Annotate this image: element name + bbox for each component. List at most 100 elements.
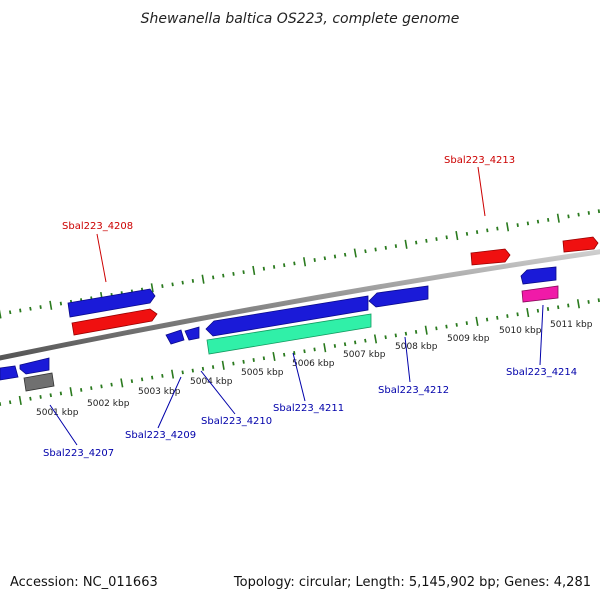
outer-ring-minor-tick (29, 306, 32, 311)
gene-features (0, 236, 599, 392)
gene-4209a-blue[interactable] (165, 329, 185, 345)
outer-ring-minor-tick (577, 212, 580, 217)
inner-ring-minor-tick (485, 317, 489, 322)
gene-4210-blue[interactable] (205, 295, 369, 337)
inner-ring-minor-tick (29, 396, 32, 401)
inner-ring-minor-tick (232, 361, 235, 366)
outer-ring-minor-tick (435, 237, 438, 241)
outer-ring-minor-tick (8, 310, 12, 315)
inner-ring-major-tick (221, 360, 225, 370)
label-leader-lines (49, 166, 544, 446)
outer-ring-minor-tick (384, 245, 387, 250)
inner-ring-minor-tick (364, 338, 367, 343)
gene-label-4214[interactable]: Sbal223_4214 (506, 367, 577, 378)
tick-label-5001: 5001 kbp (36, 408, 79, 418)
outer-ring-minor-tick (272, 265, 276, 269)
inner-ring-minor-tick (404, 331, 408, 336)
outer-ring-minor-tick (39, 305, 42, 309)
inner-ring-minor-tick (313, 347, 316, 352)
outer-ring-major-tick (556, 213, 560, 223)
gene-label-4210[interactable]: Sbal223_4210 (201, 416, 272, 427)
inner-ring-minor-tick (211, 365, 215, 369)
gene-label-4211[interactable]: Sbal223_4211 (273, 403, 344, 414)
outer-ring-minor-tick (262, 266, 266, 271)
gene-label-4213[interactable]: Sbal223_4213 (444, 155, 515, 166)
outer-ring-minor-tick (597, 209, 600, 214)
outer-ring-minor-tick (212, 275, 215, 280)
inner-ring-minor-tick (59, 391, 63, 396)
gene-label-4212[interactable]: Sbal223_4212 (378, 385, 449, 396)
inner-ring-minor-tick (455, 322, 458, 327)
tick-label-5007: 5007 kbp (343, 350, 386, 360)
outer-ring-minor-tick (425, 238, 428, 243)
tick-label-5005: 5005 kbp (241, 368, 284, 378)
outer-ring-minor-tick (333, 254, 337, 259)
inner-ring-minor-tick (161, 373, 164, 378)
inner-ring-major-tick (323, 343, 327, 353)
inner-ring-minor-tick (49, 393, 52, 398)
inner-ring-major-tick (373, 334, 378, 344)
leader-4211 (292, 352, 306, 402)
gene-edge-blue[interactable] (0, 365, 19, 381)
outer-ring-minor-tick (567, 214, 570, 219)
outer-ring-minor-tick (445, 235, 448, 240)
inner-ring-major-tick (526, 307, 530, 318)
gene-4208-blue[interactable] (67, 288, 156, 318)
gene-4214-pink[interactable] (521, 285, 559, 303)
gene-label-4209[interactable]: Sbal223_4209 (125, 430, 196, 441)
outer-ring-minor-tick (283, 263, 286, 268)
gene-label-4208[interactable]: Sbal223_4208 (62, 221, 133, 232)
leader-4212 (404, 336, 411, 383)
inner-ring-minor-tick (151, 375, 154, 380)
outer-ring-major-tick (252, 265, 256, 276)
outer-ring-minor-tick (547, 217, 550, 222)
outer-ring-major-tick (201, 274, 205, 284)
leader-4210 (200, 370, 236, 415)
gene-4213b-red[interactable] (562, 236, 599, 253)
outer-ring-major-tick (0, 309, 2, 319)
outer-ring-minor-tick (587, 211, 590, 215)
gene-4207a-blue[interactable] (19, 357, 50, 375)
inner-ring-minor-tick (587, 300, 590, 304)
inner-ring-minor-tick (80, 388, 83, 392)
outer-ring-minor-tick (465, 231, 469, 236)
inner-ring-minor-tick (39, 395, 42, 399)
gene-4208-red[interactable] (71, 308, 158, 336)
inner-ring-minor-tick (557, 305, 560, 310)
inner-ring-minor-tick (262, 356, 266, 361)
outer-ring-minor-tick (161, 284, 164, 289)
outer-ring-major-tick (506, 222, 510, 232)
gene-4213-red[interactable] (470, 248, 511, 266)
inner-ring-minor-tick (8, 400, 12, 405)
tick-label-5009: 5009 kbp (447, 334, 490, 344)
gene-label-4207[interactable]: Sbal223_4207 (43, 448, 114, 459)
outer-ring-minor-tick (516, 223, 519, 228)
inner-ring-minor-tick (465, 321, 468, 326)
outer-ring-minor-tick (374, 247, 377, 252)
inner-ring-minor-tick (445, 324, 448, 329)
gene-4211-green[interactable] (206, 313, 372, 355)
inner-ring-minor-tick (546, 307, 550, 311)
outer-ring-minor-tick (293, 261, 296, 266)
outer-ring-minor-tick (181, 280, 184, 285)
outer-ring-minor-tick (343, 252, 347, 257)
outer-ring-minor-tick (171, 282, 174, 287)
gene-labels: Sbal223_4208 Sbal223_4213 Sbal223_4207 S… (43, 155, 577, 459)
gene-4207-gray[interactable] (23, 372, 55, 392)
tick-label-5011: 5011 kbp (550, 320, 593, 330)
outer-ring-major-tick (353, 248, 357, 258)
inner-ring-minor-tick (435, 326, 438, 331)
inner-ring-minor-tick (394, 333, 397, 338)
inner-ring-minor-tick (414, 329, 418, 334)
gene-4214-blue[interactable] (520, 266, 557, 285)
inner-ring-minor-tick (496, 315, 499, 320)
outer-ring-minor-tick (313, 258, 316, 262)
inner-ring-major-tick (272, 351, 276, 362)
gene-4212-blue[interactable] (368, 285, 429, 308)
tick-labels: 5001 kbp 5002 kbp 5003 kbp 5004 kbp 5005… (36, 320, 593, 418)
inner-ring-major-tick (69, 387, 73, 397)
outer-ring-major-tick (150, 283, 154, 293)
gene-4209b-blue[interactable] (184, 326, 200, 341)
inner-ring-minor-tick (242, 359, 245, 364)
